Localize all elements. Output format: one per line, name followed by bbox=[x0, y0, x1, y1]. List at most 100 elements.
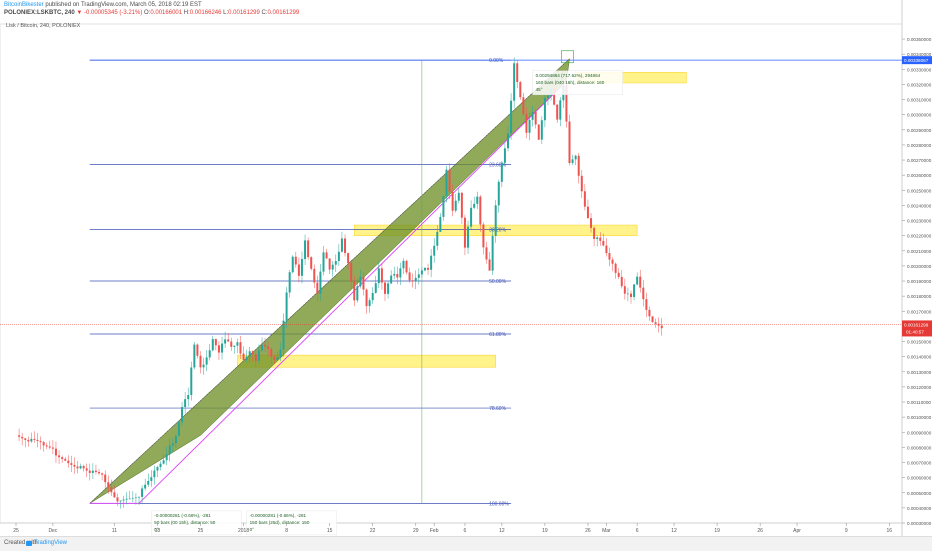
high-label: H: bbox=[183, 10, 190, 16]
candle-body bbox=[193, 344, 196, 368]
high-value: 0.00166246 bbox=[189, 10, 222, 16]
candle-body bbox=[181, 407, 184, 423]
candle-body bbox=[156, 467, 159, 471]
candle-body bbox=[76, 466, 79, 469]
candle-body bbox=[510, 100, 513, 134]
candle-body bbox=[577, 155, 580, 176]
candle-body bbox=[113, 492, 116, 498]
candle-body bbox=[85, 468, 88, 471]
candle-body bbox=[408, 272, 411, 281]
candle-body bbox=[199, 355, 202, 368]
candle-body bbox=[571, 159, 574, 163]
y-tick-label: 0.00130000 bbox=[907, 370, 932, 375]
measure-text: -0.00000281 (-0.66%), -281 bbox=[250, 513, 307, 518]
x-tick-label: Mar bbox=[602, 528, 611, 534]
candle-body bbox=[147, 480, 150, 485]
candle-body bbox=[122, 499, 125, 501]
candle-body bbox=[534, 111, 537, 125]
y-tick-label: 0.00220000 bbox=[907, 234, 932, 239]
x-tick-label: 6 bbox=[464, 528, 467, 534]
candle-body bbox=[67, 460, 70, 464]
measure-box bbox=[532, 70, 623, 96]
chart-title: Lisk / Bitcoin, 240, POLONIEX bbox=[6, 23, 81, 29]
candle-body bbox=[642, 287, 645, 300]
y-tick-label: 0.00230000 bbox=[907, 219, 932, 224]
candle-body bbox=[236, 342, 239, 346]
candle-body bbox=[414, 277, 417, 282]
author-link[interactable]: BitcoinBikester bbox=[4, 2, 44, 8]
candle-body bbox=[98, 471, 101, 474]
candle-body bbox=[605, 245, 608, 254]
last-price-badge bbox=[902, 320, 932, 337]
candle-body bbox=[411, 280, 414, 282]
candle-body bbox=[491, 235, 494, 271]
candle-body bbox=[138, 496, 140, 498]
candle-body bbox=[128, 498, 131, 500]
candle-body bbox=[261, 344, 263, 351]
close-label: C: bbox=[261, 10, 268, 16]
candle-body bbox=[362, 276, 365, 290]
change-value: -0.00005345 (-3.21%) bbox=[83, 10, 143, 16]
candle-body bbox=[313, 268, 316, 283]
candle-body bbox=[227, 339, 230, 342]
candle-body bbox=[436, 231, 439, 246]
candle-body bbox=[482, 224, 485, 248]
x-tick-label: 9 bbox=[845, 528, 848, 534]
candle-body bbox=[596, 237, 599, 240]
candle-body bbox=[636, 276, 639, 285]
candle-body bbox=[513, 63, 516, 101]
candle-body bbox=[500, 162, 503, 182]
candle-body bbox=[626, 293, 629, 295]
top-marker-badge bbox=[902, 56, 932, 65]
y-tick-label: 0.00330000 bbox=[907, 67, 932, 72]
candle-body bbox=[525, 114, 528, 133]
candle-body bbox=[417, 274, 420, 278]
candle-body bbox=[110, 487, 113, 493]
candle-body bbox=[159, 463, 162, 468]
candle-body bbox=[168, 445, 171, 455]
candle-body bbox=[310, 257, 313, 269]
candle-body bbox=[79, 466, 82, 469]
candle-body bbox=[196, 344, 199, 356]
candle-body bbox=[279, 349, 282, 357]
x-tick-label: 12 bbox=[499, 528, 505, 534]
y-tick-label: 0.00060000 bbox=[907, 476, 932, 481]
candle-body bbox=[565, 84, 568, 122]
price-chart[interactable]: 0.00% 23.60% 38.20% 50.00% 61.80% 78.60% 100.0… bbox=[0, 0, 932, 536]
candle-body bbox=[202, 364, 205, 368]
candle-body bbox=[583, 191, 586, 207]
fib-level-label: 23.60% bbox=[489, 163, 507, 169]
candle-body bbox=[617, 272, 620, 277]
x-tick-label: 19 bbox=[542, 528, 548, 534]
symbol-info: POLONIEX:LSKBTC, 240 ▼ -0.00005345 (-3.2… bbox=[4, 10, 299, 16]
measure-text: 150 bars (25d), distance: 150 bbox=[250, 520, 310, 525]
candle-body bbox=[134, 497, 137, 499]
open-value: 0.00166001 bbox=[150, 10, 183, 16]
candle-body bbox=[347, 253, 350, 264]
candle-body bbox=[608, 253, 611, 260]
candle-body bbox=[116, 497, 119, 502]
candle-body bbox=[593, 227, 596, 240]
candle-body bbox=[485, 247, 488, 260]
candle-body bbox=[214, 339, 217, 346]
created-with-text: Created with bbox=[4, 540, 38, 546]
tradingview-brand-link[interactable]: TradingView bbox=[34, 540, 68, 546]
candle-body bbox=[245, 356, 248, 360]
candle-body bbox=[442, 195, 445, 217]
measure-text: 160 bars (040 16h), distance: 160 bbox=[536, 80, 605, 85]
x-tick-label: 18 bbox=[155, 528, 161, 534]
candle-body bbox=[657, 323, 660, 326]
candle-body bbox=[384, 282, 386, 294]
x-tick-label: 16 bbox=[887, 528, 893, 534]
candle-body bbox=[503, 148, 506, 163]
candle-body bbox=[497, 181, 500, 206]
candle-body bbox=[104, 474, 107, 483]
candle-body bbox=[553, 88, 556, 105]
candle-body bbox=[470, 207, 473, 227]
candle-body bbox=[257, 350, 260, 361]
candle-body bbox=[365, 289, 368, 307]
candle-body bbox=[248, 351, 251, 357]
x-tick-label: 25 bbox=[13, 528, 19, 534]
candle-body bbox=[457, 192, 460, 201]
last-price-countdown: 01:40:57 bbox=[906, 329, 924, 334]
